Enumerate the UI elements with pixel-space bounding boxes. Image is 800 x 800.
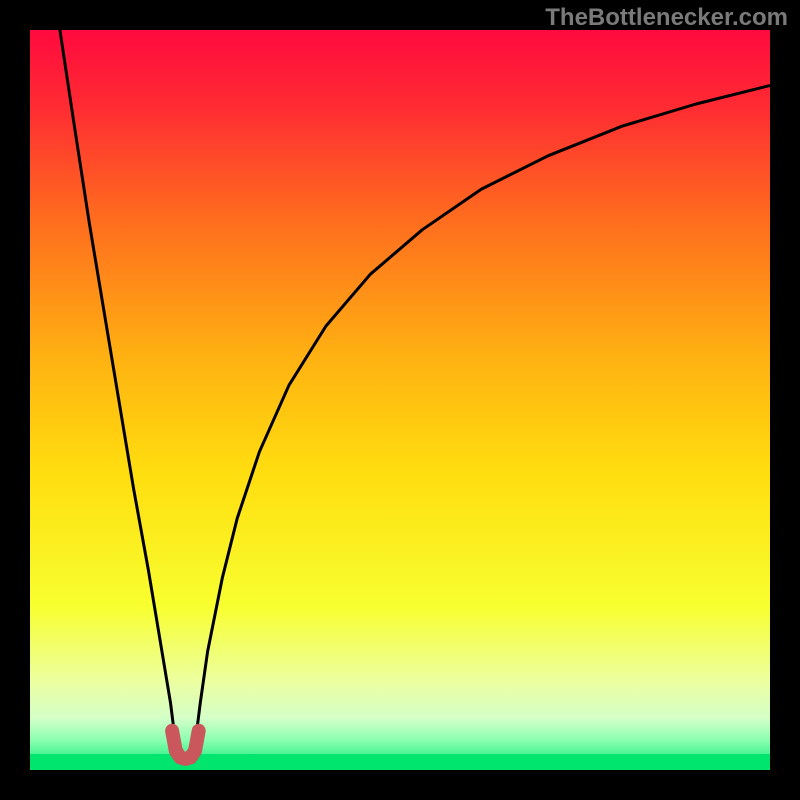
watermark-text: TheBottlenecker.com	[545, 4, 788, 32]
plot-area	[30, 30, 770, 770]
curve-layer	[30, 30, 770, 770]
bottleneck-curve	[60, 30, 770, 759]
chart-container: TheBottlenecker.com	[0, 0, 800, 800]
balance-point-marker	[172, 731, 199, 759]
